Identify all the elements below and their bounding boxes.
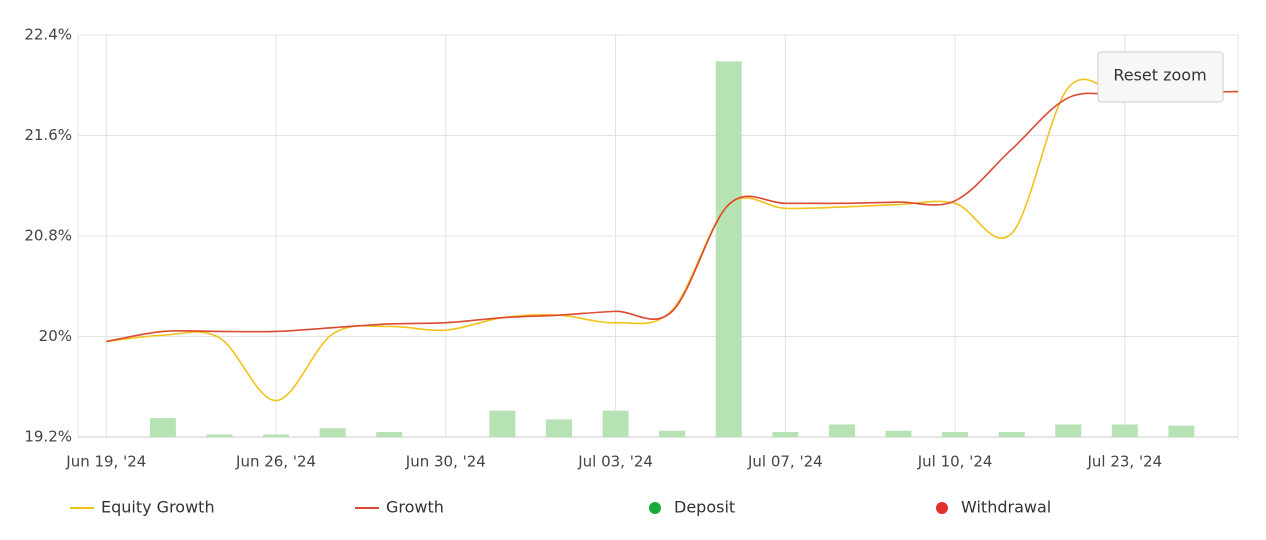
bar [1168,425,1195,437]
bar [489,410,516,437]
legend-label: Growth [386,498,444,517]
bar [319,428,346,437]
legend-symbol [936,502,948,514]
bar [885,430,912,437]
x-tick-label: Jul 10, '24 [917,453,993,471]
x-tick-label: Jul 07, '24 [747,453,823,471]
x-tick-label: Jul 03, '24 [577,453,653,471]
legend-item[interactable]: Equity Growth [70,498,215,517]
legend-item[interactable]: Withdrawal [936,498,1051,517]
series-line [106,90,1239,343]
bar [772,431,799,437]
bar [263,434,290,437]
x-tick-label: Jul 23, '24 [1086,453,1162,471]
legend-item[interactable]: Growth [355,498,444,517]
series-line [106,78,1239,402]
bar [545,419,572,437]
bar [659,430,686,437]
bar [149,418,176,437]
y-tick-label: 19.2% [24,428,72,446]
bar [376,431,403,437]
y-tick-label: 22.4% [24,26,72,44]
y-tick-label: 20% [39,327,72,345]
bar [828,424,855,437]
x-tick-label: Jun 19, '24 [65,453,146,471]
bar [206,434,233,437]
x-tick-label: Jun 30, '24 [405,453,486,471]
legend-label: Withdrawal [961,498,1051,517]
legend-item[interactable]: Deposit [649,498,735,517]
bar [715,61,742,437]
bar [602,410,629,437]
x-tick-label: Jun 26, '24 [235,453,316,471]
button-label: Reset zoom [1113,66,1206,85]
bar [1111,424,1138,437]
bar [1055,424,1082,437]
button-bg [1097,51,1224,103]
legend-label: Equity Growth [101,498,215,517]
y-tick-label: 21.6% [24,126,72,144]
y-tick-label: 20.8% [24,227,72,245]
legend-label: Deposit [674,498,735,517]
reset-zoom-button[interactable]: Reset zoom [1097,51,1224,103]
bar [998,431,1025,437]
legend-symbol [649,502,661,514]
bar [942,431,969,437]
